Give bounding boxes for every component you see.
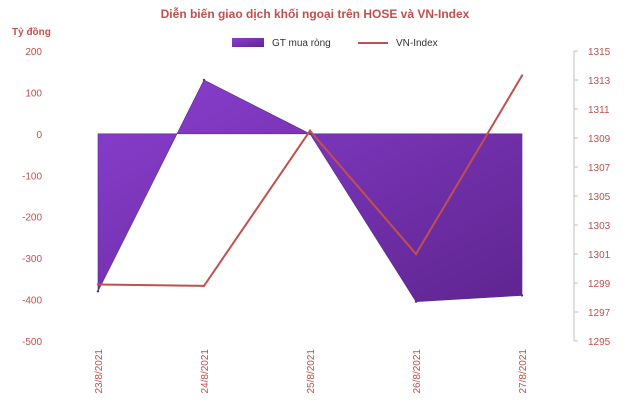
legend-label-gt-mua-rong: GT mua ròng [272, 38, 331, 49]
left-y-tick-label: -500 [22, 337, 42, 348]
right-y-axis: 1315 1313 1311 1309 1307 1305 1303 1301 1299 1297… [573, 47, 611, 348]
x-tick-label: 24/8/2021 [200, 349, 211, 394]
right-y-tick-label: 1295 [588, 337, 611, 348]
left-y-axis: 200 100 0 -100 -200 -300 -400 -500 [22, 47, 42, 348]
area-point-gt-mua-rong [520, 294, 524, 297]
right-y-tick-label: 1299 [588, 279, 611, 290]
x-axis: 23/8/2021 24/8/2021 25/8/2021 26/8/2021 27/8… [94, 349, 529, 394]
line-point-vn-index [308, 129, 312, 132]
x-tick-label: 23/8/2021 [94, 349, 105, 394]
right-y-tick-label: 1309 [588, 134, 611, 145]
area-point-gt-mua-rong [414, 300, 418, 303]
line-point-vn-index [520, 74, 524, 77]
right-y-tick-label: 1297 [588, 308, 611, 319]
right-y-tick-label: 1305 [588, 192, 611, 203]
left-y-tick-label: -200 [22, 213, 42, 224]
left-y-tick-label: -100 [22, 171, 42, 182]
area-gt-mua-rong [97, 79, 523, 302]
left-y-tick-label: 100 [25, 88, 42, 99]
plot-area [96, 74, 524, 303]
area-point-gt-mua-rong [202, 78, 206, 82]
x-tick-label: 27/8/2021 [518, 349, 529, 394]
x-tick-label: 26/8/2021 [412, 349, 423, 394]
right-y-tick-label: 1303 [588, 221, 611, 232]
legend-label-vn-index: VN-Index [396, 38, 438, 49]
left-axis-unit-label: Tỷ đồng [12, 26, 51, 38]
right-y-tick-label: 1315 [588, 47, 611, 58]
right-y-tick-label: 1313 [588, 76, 611, 87]
right-y-tick-label: 1311 [588, 105, 610, 116]
x-tick-label: 25/8/2021 [306, 349, 317, 394]
left-y-tick-label: 200 [25, 47, 42, 58]
line-point-vn-index [202, 284, 206, 288]
right-y-tick-label: 1307 [588, 163, 611, 174]
right-y-tick-label: 1301 [588, 250, 611, 261]
area-point-gt-mua-rong [96, 290, 100, 293]
chart-title: Diễn biến giao dịch khối ngoại trên HOSE… [161, 6, 470, 21]
legend: GT mua ròng VN-Index [232, 38, 438, 49]
line-point-vn-index [414, 252, 418, 256]
line-point-vn-index [96, 283, 100, 286]
legend-swatch-gt-mua-rong [232, 38, 264, 47]
left-y-tick-label: -400 [22, 296, 42, 307]
left-y-tick-label: -300 [22, 254, 42, 265]
left-y-tick-label: 0 [36, 130, 42, 141]
